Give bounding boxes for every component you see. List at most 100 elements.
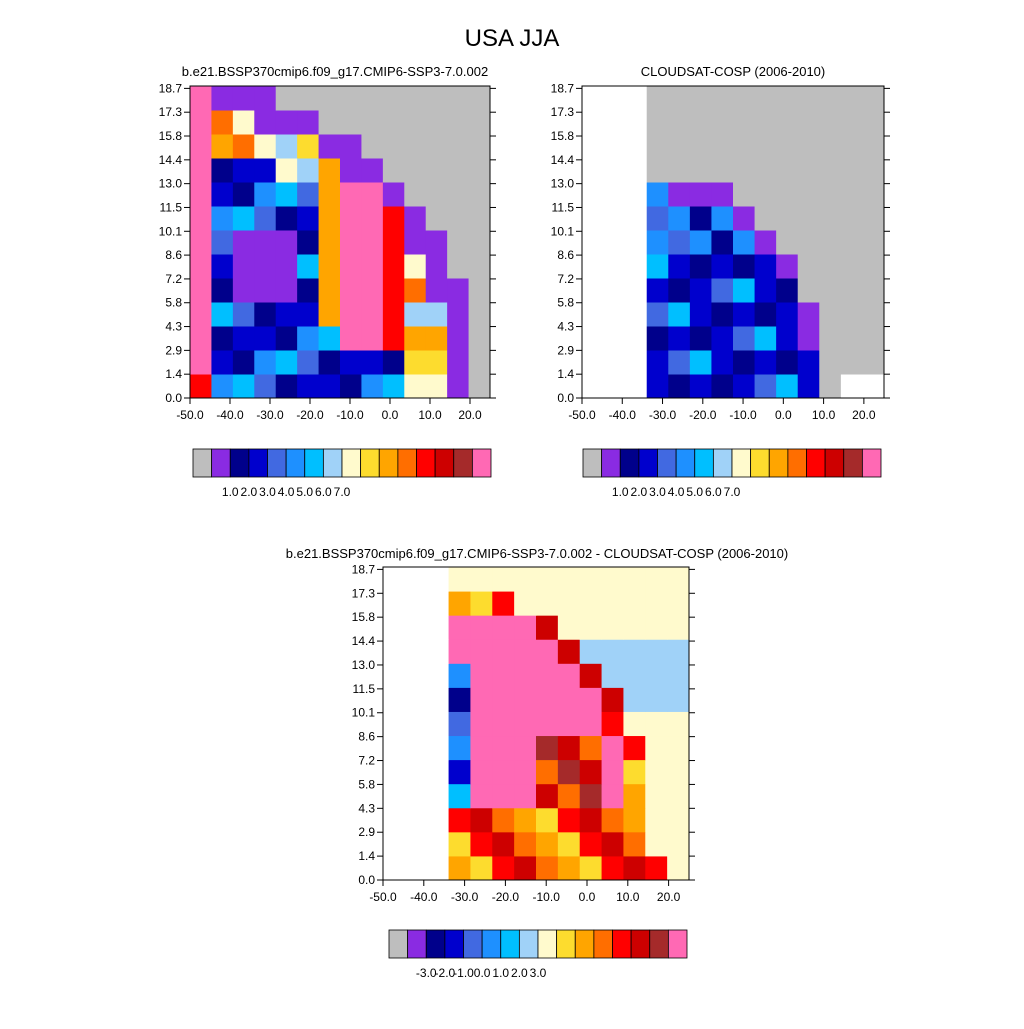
colorbar-swatch — [378, 448, 399, 478]
heatmap-cell — [232, 134, 255, 159]
y-tick-label: 13.0 — [352, 658, 376, 672]
heatmap-cell — [382, 182, 405, 207]
heatmap-cell — [297, 182, 320, 207]
colorbar-swatch — [638, 448, 658, 478]
heatmap-cell — [711, 110, 734, 135]
heatmap-cell — [448, 735, 471, 761]
heatmap-cell — [382, 302, 405, 327]
panel-diff: b.e21.BSSP370cmip6.f09_g17.CMIP6-SSP3-7.… — [286, 546, 788, 980]
heatmap-cell — [275, 86, 298, 111]
heatmap-cell — [404, 711, 428, 737]
heatmap-cell — [404, 182, 427, 207]
heatmap-cell — [318, 302, 341, 327]
colorbar-swatch — [712, 448, 733, 478]
x-tick-label: -30.0 — [649, 408, 677, 422]
heatmap-cell — [404, 663, 428, 688]
heatmap-cell — [404, 567, 428, 592]
heatmap-cell — [254, 326, 277, 351]
colorbar-swatch — [518, 929, 539, 959]
colorbar-swatch — [463, 929, 483, 959]
colorbar-swatch — [574, 929, 595, 959]
heatmap-cell — [361, 254, 384, 279]
heatmap-cell — [711, 230, 734, 255]
heatmap-cell — [426, 783, 450, 809]
heatmap-cell — [426, 639, 450, 664]
colorbar-label: 4.0 — [668, 485, 685, 499]
panel-model-colorbar: 1.0 2.0 3.0 4.0 5.0 6.0 7.0 — [192, 448, 492, 499]
heatmap-cell — [468, 230, 491, 255]
heatmap-cell — [557, 615, 581, 640]
heatmap-cell — [275, 278, 298, 303]
heatmap-cell — [645, 663, 668, 688]
heatmap-cell — [797, 278, 820, 303]
heatmap-cell — [603, 158, 626, 183]
panel-model-title: b.e21.BSSP370cmip6.f09_g17.CMIP6-SSP3-7.… — [182, 64, 488, 79]
heatmap-cell — [667, 711, 690, 737]
heatmap-cell — [318, 182, 341, 207]
heatmap-cell — [340, 110, 362, 135]
heatmap-cell — [514, 759, 537, 785]
heatmap-cell — [232, 230, 255, 255]
heatmap-cell — [382, 110, 405, 135]
heatmap-cell — [776, 86, 799, 111]
heatmap-cell — [711, 158, 734, 183]
heatmap-cell — [492, 711, 515, 737]
heatmap-cell — [382, 278, 405, 303]
heatmap-cell — [582, 134, 605, 159]
heatmap-cell — [840, 182, 863, 207]
y-tick-label: 0.0 — [358, 873, 375, 887]
heatmap-cell — [557, 639, 581, 664]
heatmap-cell — [404, 326, 427, 351]
heatmap-cell — [492, 663, 515, 688]
heatmap-cell — [211, 110, 234, 135]
colorbar-label: 0.0 — [474, 966, 491, 980]
heatmap-cell — [668, 206, 691, 231]
heatmap-cell — [470, 711, 493, 737]
heatmap-cell — [623, 735, 646, 761]
heatmap-cell — [776, 158, 799, 183]
heatmap-cell — [646, 350, 669, 375]
heatmap-cell — [645, 567, 668, 592]
heatmap-cell — [404, 254, 427, 279]
heatmap-cell — [382, 350, 405, 375]
heatmap-cell — [382, 374, 405, 399]
heatmap-cell — [382, 326, 405, 351]
heatmap-cell — [625, 326, 648, 351]
y-tick-label: 14.4 — [159, 153, 183, 167]
y-tick-label: 1.4 — [358, 849, 375, 863]
heatmap-cell — [232, 158, 255, 183]
heatmap-cell — [623, 687, 646, 712]
heatmap-cell — [297, 86, 320, 111]
heatmap-cell — [689, 86, 712, 111]
colorbar-swatch — [787, 448, 807, 478]
heatmap-cell — [361, 374, 384, 399]
heatmap-cell — [603, 86, 626, 111]
heatmap-cell — [211, 182, 234, 207]
heatmap-cell — [448, 567, 471, 592]
heatmap-cell — [819, 134, 842, 159]
panel-diff-cells — [383, 567, 690, 881]
heatmap-cell — [470, 759, 493, 785]
heatmap-cell — [579, 687, 603, 712]
y-tick-label: 2.9 — [165, 343, 182, 357]
heatmap-cell — [733, 110, 756, 135]
heatmap-cell — [536, 615, 559, 640]
heatmap-cell — [190, 206, 212, 231]
colorbar-swatch — [471, 448, 492, 478]
heatmap-cell — [297, 374, 320, 399]
heatmap-cell — [625, 158, 648, 183]
x-tick-label: 0.0 — [382, 408, 399, 422]
heatmap-cell — [425, 206, 448, 231]
heatmap-cell — [623, 855, 646, 881]
heatmap-cell — [689, 350, 712, 375]
heatmap-cell — [275, 230, 298, 255]
heatmap-cell — [840, 110, 863, 135]
heatmap-cell — [862, 350, 885, 375]
heatmap-cell — [275, 302, 298, 327]
heatmap-cell — [514, 567, 537, 592]
heatmap-cell — [404, 807, 428, 833]
heatmap-cell — [468, 302, 491, 327]
heatmap-cell — [470, 783, 493, 809]
colorbar-swatch — [537, 929, 558, 959]
heatmap-cell — [297, 278, 320, 303]
